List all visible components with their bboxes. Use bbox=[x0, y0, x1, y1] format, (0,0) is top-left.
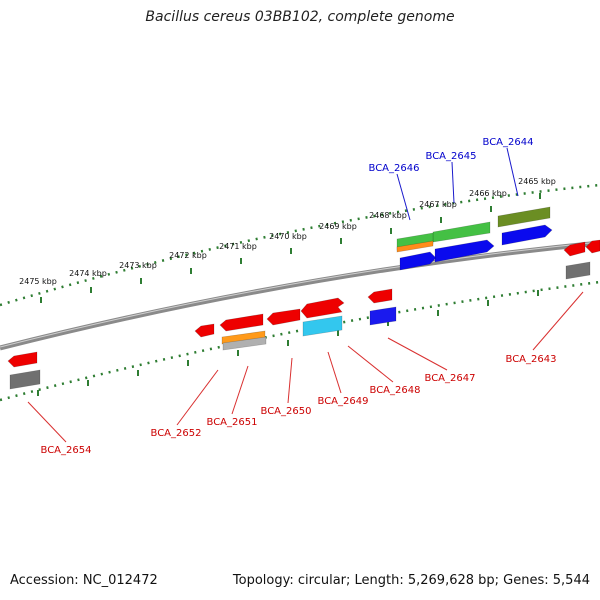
ruler-label: 2472 kbp bbox=[169, 251, 207, 260]
gene-label-bca-2651[interactable]: BCA_2651 bbox=[207, 417, 258, 428]
gene-label-bca-2652[interactable]: BCA_2652 bbox=[151, 428, 202, 439]
reverse-gene-labels: BCA_2643 BCA_2647 BCA_2648 BCA_2649 BCA_… bbox=[41, 354, 557, 456]
reverse-strand-features bbox=[7, 239, 600, 390]
ruler-label: 2471 kbp bbox=[219, 242, 257, 251]
forward-gene-labels: BCA_2644 BCA_2645 BCA_2646 bbox=[369, 137, 534, 174]
gene-feature-2645-cds[interactable] bbox=[434, 239, 495, 263]
gene-feature-bca-2651-pseudo[interactable] bbox=[222, 336, 267, 351]
gene-label-bca-2646[interactable]: BCA_2646 bbox=[369, 163, 420, 174]
gene-feature-bca-2647[interactable] bbox=[367, 288, 393, 304]
reverse-label-lines bbox=[27, 291, 584, 443]
gene-label-bca-2643[interactable]: BCA_2643 bbox=[506, 354, 557, 365]
gene-label-bca-2649[interactable]: BCA_2649 bbox=[318, 396, 369, 407]
forward-label-lines bbox=[396, 147, 519, 221]
ruler-label: 2467 kbp bbox=[419, 200, 457, 209]
ruler-label: 2473 kbp bbox=[119, 261, 157, 270]
inner-ruler-major-ticks bbox=[37, 290, 539, 396]
ruler-label: 2468 kbp bbox=[369, 211, 407, 220]
gene-label-bca-2645[interactable]: BCA_2645 bbox=[426, 151, 477, 162]
gene-feature-2644-cds[interactable] bbox=[501, 224, 553, 246]
gene-feature-bca-2645[interactable] bbox=[432, 221, 491, 243]
outer-ruler-major-ticks bbox=[40, 193, 541, 303]
gene-label-bca-2648[interactable]: BCA_2648 bbox=[370, 385, 421, 396]
gene-feature-bca-2643-pseudo[interactable] bbox=[565, 261, 591, 280]
gene-feature-bca-2651[interactable] bbox=[219, 313, 264, 332]
gene-label-bca-2650[interactable]: BCA_2650 bbox=[261, 406, 312, 417]
gene-label-bca-2647[interactable]: BCA_2647 bbox=[425, 373, 476, 384]
gene-feature-bca-2644[interactable] bbox=[497, 206, 551, 228]
gene-feature-bca-2652[interactable] bbox=[194, 323, 215, 338]
ruler-label: 2474 kbp bbox=[69, 269, 107, 278]
forward-strand-features bbox=[396, 206, 553, 271]
gene-feature-2646-cds[interactable] bbox=[399, 251, 437, 271]
gene-feature-bca-2654-pseudo[interactable] bbox=[9, 369, 41, 390]
gene-feature-bca-2643[interactable] bbox=[563, 241, 586, 257]
ruler-label: 2470 kbp bbox=[269, 232, 307, 241]
gene-label-bca-2644[interactable]: BCA_2644 bbox=[483, 137, 534, 148]
gene-feature-bca-2646b[interactable] bbox=[396, 240, 434, 253]
ruler-label: 2466 kbp bbox=[469, 189, 507, 198]
ruler-label: 2469 kbp bbox=[319, 222, 357, 231]
gene-feature-bca-2647-cds[interactable] bbox=[369, 306, 397, 326]
ruler-label: 2475 kbp bbox=[19, 277, 57, 286]
accession-text: Accession: NC_012472 bbox=[10, 573, 158, 588]
map-title: Bacillus cereus 03BB102, complete genome bbox=[145, 9, 455, 25]
gene-feature-bca-2654[interactable] bbox=[7, 351, 38, 368]
outer-ruler-track bbox=[0, 183, 600, 307]
gene-label-bca-2654[interactable]: BCA_2654 bbox=[41, 445, 92, 456]
genome-backbone bbox=[0, 240, 600, 351]
ruler-label: 2465 kbp bbox=[518, 177, 556, 186]
gene-feature-bca-2648[interactable] bbox=[300, 297, 345, 319]
gene-feature-bca-2649[interactable] bbox=[266, 308, 301, 326]
genome-summary-text: Topology: circular; Length: 5,269,628 bp… bbox=[232, 573, 590, 588]
inner-ruler-track bbox=[0, 280, 600, 402]
ruler-labels: 2465 kbp 2466 kbp 2467 kbp 2468 kbp 2469… bbox=[19, 177, 556, 286]
gene-feature-bca-2650[interactable] bbox=[302, 315, 343, 337]
gene-feature-bca-2642-partial[interactable] bbox=[585, 239, 600, 254]
genome-backbone-highlight bbox=[0, 241, 600, 348]
